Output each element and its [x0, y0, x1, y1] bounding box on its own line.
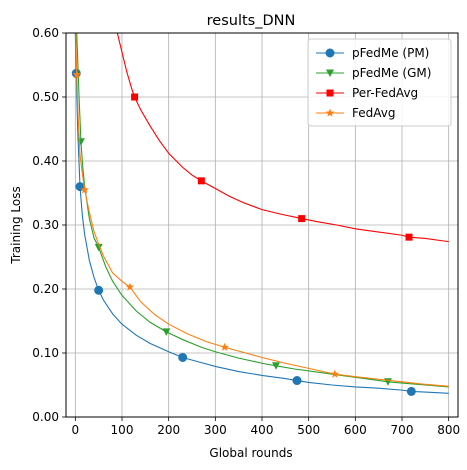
series-layer	[71, 33, 449, 396]
legend-marker-pfedme-pm	[325, 48, 335, 58]
y-tick-label: 0.10	[32, 346, 59, 360]
x-tick-label: 600	[344, 423, 367, 437]
y-tick-label: 0.20	[32, 282, 59, 296]
data-point-fedavg	[220, 342, 229, 351]
series-line-pfedme-pm	[74, 33, 449, 394]
legend-box	[307, 38, 452, 127]
y-tick-label: 0.50	[32, 90, 59, 104]
x-tick-label: 200	[157, 423, 180, 437]
data-point-per-fedavg	[298, 215, 306, 223]
x-tick-label: 0	[72, 423, 80, 437]
tick-layer: 0 100 200 300 400 500 600 700 800 0.00 0.10 0.20 0.3…	[32, 26, 460, 437]
y-tick-label: 0.00	[32, 410, 59, 424]
data-point-fedavg	[72, 70, 82, 79]
data-point-pfedme-pm	[292, 376, 302, 386]
plot-area-frame	[65, 32, 459, 418]
legend-label-per-fedavg: Per-FedAvg	[352, 86, 418, 100]
data-point-per-fedavg	[131, 93, 139, 101]
chart-title: results_DNN	[207, 13, 296, 29]
x-tick-label: 100	[111, 423, 134, 437]
series-line-per-fedavg	[116, 33, 449, 243]
series-clip-group	[71, 33, 449, 396]
data-point-fedavg	[80, 185, 89, 194]
data-point-pfedme-gm	[162, 328, 171, 336]
y-axis-title: Training Loss	[9, 186, 23, 264]
legend-marker-fedavg	[325, 108, 335, 117]
data-point-pfedme-pm	[94, 285, 104, 295]
series-line-fedavg	[75, 33, 449, 387]
x-tick-label: 700	[391, 423, 414, 437]
x-tick-label: 500	[297, 423, 320, 437]
y-tick-label: 0.30	[32, 218, 59, 232]
x-tick-label: 400	[251, 423, 274, 437]
data-point-pfedme-pm	[406, 386, 416, 396]
x-axis-title: Global rounds	[209, 446, 292, 460]
y-tick-label: 0.60	[32, 26, 59, 40]
data-point-fedavg	[330, 369, 340, 378]
legend-marker-per-fedavg	[326, 89, 334, 97]
y-tick-label: 0.40	[32, 154, 59, 168]
legend-label-pfedme-gm: pFedMe (GM)	[352, 66, 431, 80]
data-point-fedavg	[125, 282, 135, 291]
legend: pFedMe (PM) pFedMe (GM) Per-FedAvg FedAvg	[307, 38, 452, 127]
x-tick-label: 300	[204, 423, 227, 437]
data-point-pfedme-pm	[178, 352, 188, 362]
legend-label-fedavg: FedAvg	[352, 106, 395, 120]
legend-marker-pfedme-gm	[326, 69, 334, 77]
x-tick-label: 800	[437, 423, 460, 437]
data-point-pfedme-gm	[272, 362, 280, 370]
data-point-pfedme-gm	[94, 243, 103, 252]
legend-label-pfedme-pm: pFedMe (PM)	[352, 46, 429, 60]
data-point-per-fedavg	[197, 177, 205, 185]
data-point-per-fedavg	[405, 233, 413, 241]
